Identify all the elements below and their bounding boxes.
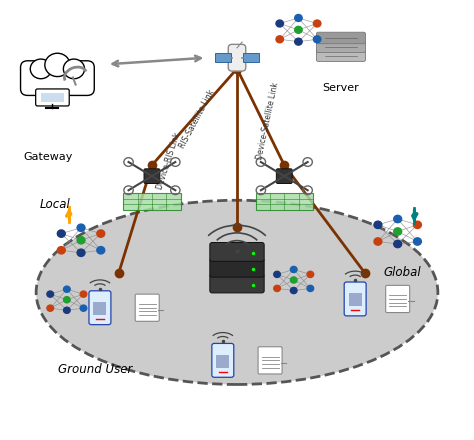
Circle shape [307,285,314,292]
Text: Device-Satellite Link: Device-Satellite Link [255,82,280,161]
Text: Gateway: Gateway [23,152,73,162]
Circle shape [313,20,321,27]
FancyBboxPatch shape [216,355,229,368]
Circle shape [80,305,87,311]
Circle shape [394,215,401,223]
Circle shape [374,221,382,228]
FancyBboxPatch shape [348,293,362,306]
Circle shape [64,297,70,303]
Circle shape [413,238,421,245]
Circle shape [47,291,54,297]
Circle shape [291,287,297,293]
FancyBboxPatch shape [41,93,64,102]
FancyBboxPatch shape [89,291,111,325]
Circle shape [77,224,85,231]
Circle shape [413,221,421,228]
Circle shape [45,53,70,77]
Text: Server: Server [323,83,359,93]
FancyBboxPatch shape [20,61,94,95]
Circle shape [274,285,281,292]
Circle shape [97,230,105,237]
FancyBboxPatch shape [317,32,365,44]
Circle shape [274,271,281,278]
Text: Device-RIS Link: Device-RIS Link [155,131,182,191]
FancyBboxPatch shape [255,193,313,210]
FancyBboxPatch shape [215,53,231,62]
Circle shape [80,291,87,297]
Circle shape [57,230,65,237]
FancyBboxPatch shape [276,169,292,183]
Text: Local: Local [40,198,71,211]
Circle shape [77,237,85,244]
Circle shape [47,305,54,311]
Circle shape [30,59,52,79]
Circle shape [291,277,297,283]
Text: Ground User: Ground User [58,363,132,376]
FancyBboxPatch shape [210,274,264,293]
FancyBboxPatch shape [258,347,282,374]
Circle shape [57,246,65,254]
FancyBboxPatch shape [317,41,365,52]
FancyBboxPatch shape [386,286,410,312]
Circle shape [295,15,302,22]
FancyBboxPatch shape [210,258,264,277]
Circle shape [394,240,401,248]
FancyBboxPatch shape [317,50,365,62]
FancyBboxPatch shape [93,302,107,315]
Circle shape [276,20,283,27]
FancyBboxPatch shape [210,242,264,261]
Circle shape [276,36,283,43]
Text: Global: Global [383,266,421,279]
FancyBboxPatch shape [123,193,181,210]
FancyBboxPatch shape [144,169,160,183]
Circle shape [97,246,105,254]
FancyBboxPatch shape [135,294,159,321]
Circle shape [295,26,302,33]
Circle shape [295,38,302,45]
FancyBboxPatch shape [243,53,259,62]
Circle shape [313,36,321,43]
Text: RIS-Satellite Link: RIS-Satellite Link [178,88,216,150]
FancyBboxPatch shape [228,44,246,71]
Circle shape [307,271,314,278]
Circle shape [374,238,382,245]
FancyBboxPatch shape [344,282,366,316]
FancyBboxPatch shape [212,344,234,377]
Circle shape [64,286,70,292]
Circle shape [291,266,297,272]
Circle shape [64,59,84,79]
Ellipse shape [36,200,438,385]
Circle shape [394,228,401,235]
Circle shape [77,249,85,257]
Circle shape [64,307,70,313]
FancyBboxPatch shape [36,89,69,106]
